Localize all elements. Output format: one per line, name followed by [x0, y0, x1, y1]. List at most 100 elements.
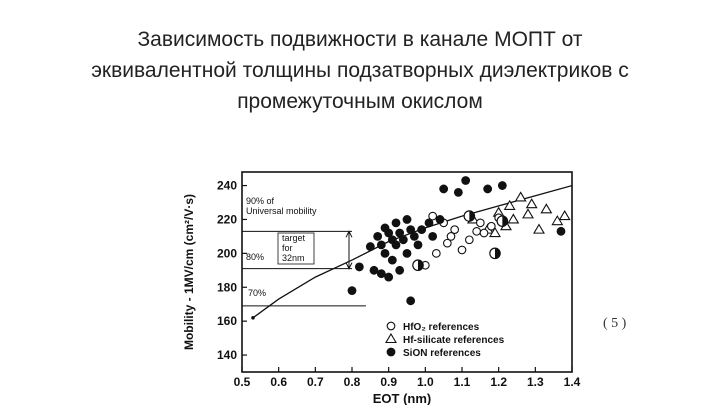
data-point-filled-circle	[391, 240, 401, 250]
bracket-arrow-top	[345, 230, 353, 238]
y-tick-label: 200	[217, 246, 237, 260]
data-point-half-filled-circle	[412, 259, 424, 272]
data-point-filled-circle	[376, 240, 386, 250]
data-point-filled-circle	[402, 215, 412, 224]
annotation-32nm: 32nm	[282, 253, 305, 263]
x-tick-label: 0.8	[344, 375, 361, 389]
data-point-open-triangle	[507, 213, 520, 224]
axis-ticks: 0.5 0.6 0.7 0.8 0.9 1.0 1.1 1.2 1.3 1.4 140 160 180 2…	[217, 179, 581, 389]
x-tick-label: 0.7	[307, 375, 324, 389]
data-point-filled-circle	[439, 184, 449, 194]
data-point-half-filled-circle	[489, 247, 501, 260]
reference-lines	[242, 230, 366, 320]
title-line-2: эквивалентной толщины подзатворных диэле…	[91, 59, 629, 82]
data-point-filled-circle	[387, 255, 397, 265]
legend-marker-open-circle	[386, 321, 396, 331]
data-point-filled-circle	[406, 225, 416, 235]
data-point-filled-circle	[376, 269, 386, 279]
data-point-filled-circle	[417, 225, 427, 235]
legend-label: Hf-silicate references	[403, 335, 505, 346]
data-point-open-triangle	[489, 226, 501, 238]
y-axis-label: Mobility - 1MV/cm (cm²/V·s)	[182, 194, 196, 350]
data-point-open-circle	[464, 235, 474, 245]
y-tick-label: 140	[217, 348, 237, 362]
data-point-open-triangle	[522, 208, 534, 219]
data-point-filled-circle	[461, 176, 471, 185]
bracket-arrow-bottom	[345, 262, 353, 270]
data-point-open-circle	[479, 228, 489, 238]
data-point-filled-circle	[556, 226, 566, 236]
slide-number: ( 5 )	[603, 316, 627, 331]
x-tick-label: 0.5	[234, 375, 251, 389]
data-point-open-triangle	[551, 215, 564, 226]
data-point-filled-circle	[373, 232, 383, 241]
x-tick-label: 1.1	[454, 375, 471, 389]
data-point-filled-circle	[347, 286, 357, 296]
annotations: 90% of Universal mobility target for 32n…	[246, 196, 317, 298]
data-point-filled-circle	[409, 232, 419, 241]
data-point-open-circle	[486, 221, 496, 231]
data-point-filled-circle	[483, 184, 493, 194]
data-point-filled-circle	[497, 181, 507, 190]
legend-label: HfO₂ references	[403, 322, 480, 333]
legend-marker-filled-circle	[386, 347, 396, 357]
x-tick-label: 0.6	[270, 375, 287, 389]
legend-label: SiON references	[403, 348, 481, 359]
annotation-90-of: 90% of	[246, 196, 275, 206]
annotation-target: target	[282, 233, 306, 243]
data-point-open-circle	[475, 218, 485, 228]
title-line-1: Зависимость подвижности в канале МОПТ от	[137, 28, 583, 51]
annotation-for: for	[282, 243, 293, 253]
data-point-filled-circle	[402, 248, 412, 258]
legend: HfO₂ references Hf-silicate references SiO…	[385, 321, 505, 359]
data-point-filled-circle	[428, 232, 438, 241]
slide-title: Зависимость подвижности в канале МОПТ от…	[20, 24, 700, 117]
data-point-open-circle	[442, 238, 452, 248]
data-point-filled-circle	[413, 240, 423, 250]
data-point-filled-circle	[391, 218, 401, 228]
data-point-open-triangle	[525, 198, 538, 209]
data-point-open-circle	[450, 225, 460, 234]
y-tick-label: 240	[217, 179, 237, 193]
annotation-70: 70%	[248, 288, 266, 298]
data-point-open-triangle	[514, 191, 527, 202]
data-point-open-triangle	[533, 223, 545, 234]
data-point-filled-circle	[384, 228, 394, 238]
data-point-filled-circle	[354, 262, 364, 272]
data-point-filled-circle	[384, 272, 394, 282]
target-bracket	[277, 230, 353, 270]
data-point-half-filled-circle	[496, 215, 509, 227]
data-point-filled-circle	[435, 215, 445, 224]
data-point-open-circle	[431, 249, 441, 258]
annotation-80: 80%	[246, 252, 264, 262]
data-point-filled-circle	[380, 248, 390, 258]
data-point-filled-circle	[424, 218, 434, 228]
target-box	[277, 232, 315, 265]
x-tick-label: 1.0	[417, 375, 434, 389]
data-point-half-filled-circle	[463, 210, 476, 222]
data-point-open-circle	[457, 245, 467, 255]
data-point-open-circle	[428, 211, 438, 221]
data-points	[347, 176, 571, 306]
data-point-filled-circle	[453, 187, 463, 197]
data-point-filled-circle	[369, 265, 379, 275]
data-point-open-triangle	[540, 203, 553, 214]
title-line-3: промежуточным окислом	[237, 90, 483, 113]
data-point-filled-circle	[406, 296, 416, 306]
plot-frame	[241, 171, 573, 373]
x-tick-label: 1.4	[564, 375, 581, 389]
x-axis-label: EOT (nm)	[373, 391, 432, 405]
data-point-open-triangle	[558, 209, 571, 221]
data-point-filled-circle	[365, 242, 375, 251]
data-point-open-triangle	[503, 199, 516, 210]
x-tick-label: 1.2	[490, 375, 507, 389]
data-point-filled-circle	[395, 265, 405, 275]
data-point-open-circle	[472, 226, 482, 236]
x-tick-label: 0.9	[380, 375, 397, 389]
y-tick-label: 180	[217, 280, 237, 294]
data-point-filled-circle	[398, 235, 408, 245]
data-point-open-circle	[446, 232, 456, 241]
annotation-universal-mobility: Universal mobility	[246, 206, 317, 216]
y-tick-label: 160	[217, 314, 237, 328]
